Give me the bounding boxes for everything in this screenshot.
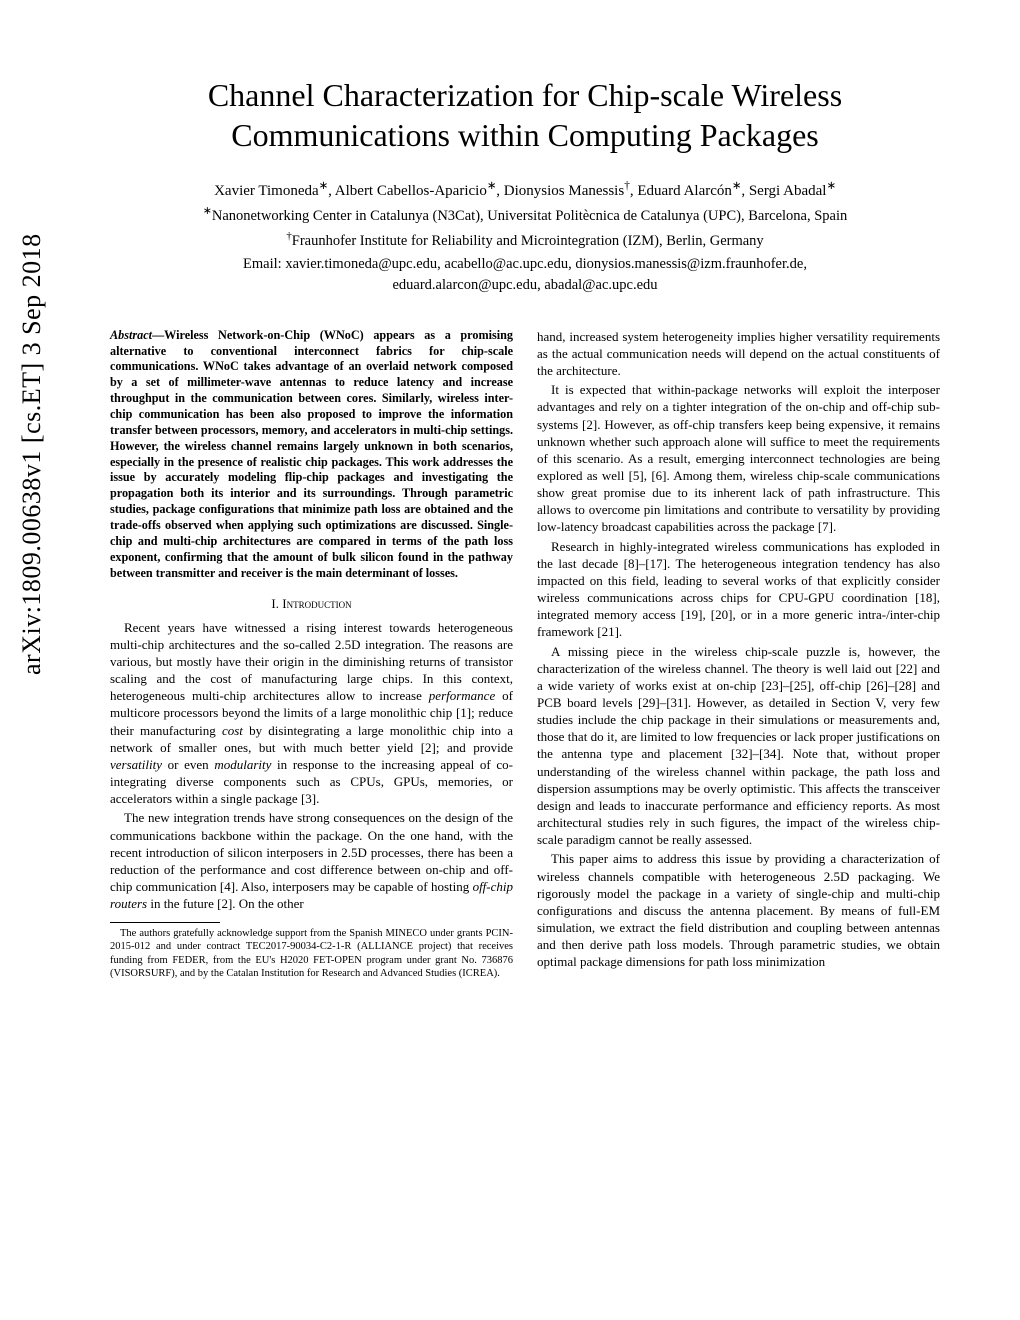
right-para-5: This paper aims to address this issue by… (537, 850, 940, 970)
abstract-text: —Wireless Network-on-Chip (WNoC) appears… (110, 328, 513, 580)
abstract-label: Abstract (110, 328, 152, 342)
emails-line-2: eduard.alarcon@upc.edu, abadal@ac.upc.ed… (110, 275, 940, 296)
affiliation-2-text: Fraunhofer Institute for Reliability and… (292, 233, 764, 249)
right-para-2: It is expected that within-package netwo… (537, 381, 940, 535)
emails-line-1: Email: xavier.timoneda@upc.edu, acabello… (110, 254, 940, 275)
intro-p1-i3: versatility (110, 757, 162, 772)
left-column: Abstract—Wireless Network-on-Chip (WNoC)… (110, 328, 513, 980)
affiliation-2: †Fraunhofer Institute for Reliability an… (110, 229, 940, 252)
right-column: hand, increased system heterogeneity imp… (537, 328, 940, 980)
two-column-body: Abstract—Wireless Network-on-Chip (WNoC)… (110, 328, 940, 980)
right-para-1: hand, increased system heterogeneity imp… (537, 328, 940, 379)
intro-p1-i2: cost (222, 723, 243, 738)
intro-p1-d: or even (162, 757, 214, 772)
page-container: Channel Characterization for Chip-scale … (0, 0, 1020, 1030)
intro-para-1: Recent years have witnessed a rising int… (110, 619, 513, 808)
affiliation-1: ∗Nanonetworking Center in Catalunya (N3C… (110, 204, 940, 227)
footnote-text: The authors gratefully acknowledge suppo… (110, 927, 513, 980)
header-block: Xavier Timoneda∗, Albert Cabellos-Aparic… (110, 179, 940, 296)
abstract-block: Abstract—Wireless Network-on-Chip (WNoC)… (110, 328, 513, 582)
section-1-title: I. Introduction (110, 595, 513, 612)
arxiv-identifier: arXiv:1809.00638v1 [cs.ET] 3 Sep 2018 (17, 233, 47, 675)
intro-p1-i1: performance (429, 688, 495, 703)
intro-p1-i4: modularity (214, 757, 271, 772)
authors-line: Xavier Timoneda∗, Albert Cabellos-Aparic… (110, 179, 940, 200)
intro-p2-b: in the future [2]. On the other (147, 896, 304, 911)
footnote-separator (110, 922, 220, 923)
paper-title: Channel Characterization for Chip-scale … (110, 75, 940, 155)
right-para-4: A missing piece in the wireless chip-sca… (537, 643, 940, 849)
intro-para-2: The new integration trends have strong c… (110, 809, 513, 912)
intro-p2-a: The new integration trends have strong c… (110, 810, 513, 894)
right-para-3: Research in highly-integrated wireless c… (537, 538, 940, 641)
